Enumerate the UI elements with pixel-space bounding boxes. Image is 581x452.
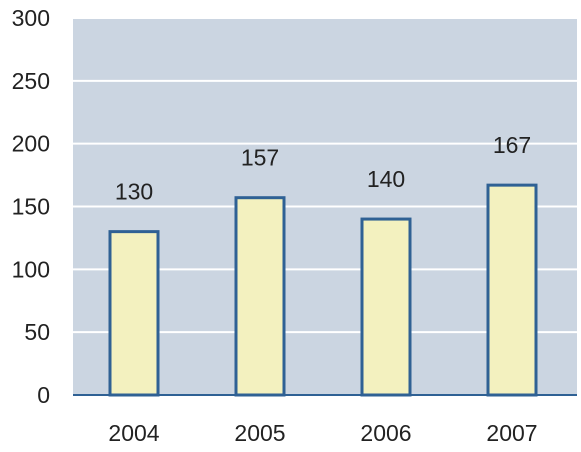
bar-2006 <box>360 217 412 397</box>
x-axis-tick-labels: 2004 2005 2006 2007 <box>108 420 537 446</box>
bars <box>108 183 538 397</box>
data-label-2004: 130 <box>115 179 153 205</box>
bar-2007 <box>486 183 538 397</box>
bar-2004 <box>108 230 160 397</box>
y-tick-label: 300 <box>12 5 50 31</box>
data-label-2005: 157 <box>241 145 279 171</box>
x-tick-label-2007: 2007 <box>486 420 537 446</box>
data-label-2006: 140 <box>367 166 405 192</box>
x-tick-label-2006: 2006 <box>360 420 411 446</box>
data-label-2007: 167 <box>493 132 531 158</box>
y-tick-label: 100 <box>12 256 50 282</box>
y-axis-tick-labels: 0 50 100 150 200 250 300 <box>12 5 50 408</box>
y-tick-label: 0 <box>37 382 50 408</box>
bar-2005 <box>234 196 286 397</box>
y-tick-label: 50 <box>24 319 50 345</box>
y-tick-label: 200 <box>12 131 50 157</box>
y-tick-label: 250 <box>12 68 50 94</box>
y-tick-label: 150 <box>12 194 50 220</box>
x-tick-label-2004: 2004 <box>108 420 159 446</box>
data-labels: 130 157 140 167 <box>115 132 531 204</box>
x-tick-label-2005: 2005 <box>234 420 285 446</box>
